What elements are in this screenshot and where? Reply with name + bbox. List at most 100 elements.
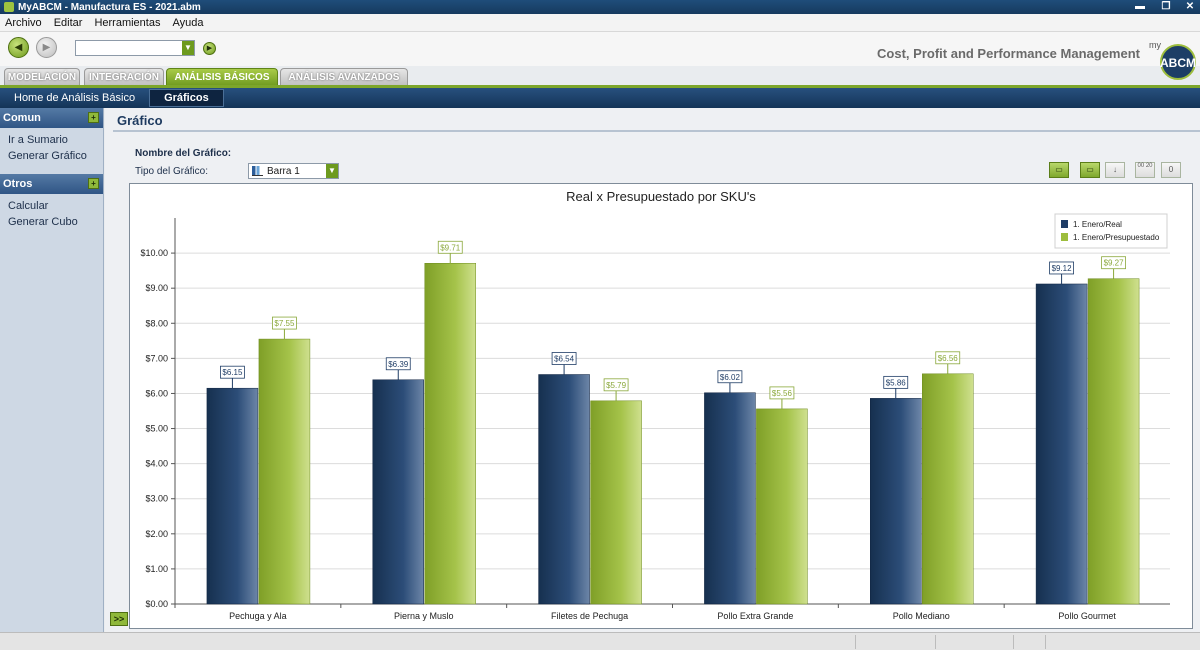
bar-real bbox=[372, 379, 424, 605]
tab-analisis-avanzados[interactable]: ANÁLISIS AVANZADOS bbox=[280, 68, 408, 86]
sidebar-link-ir-a-sumario[interactable]: Ir a Sumario bbox=[8, 134, 68, 146]
bar-presupuestado bbox=[258, 338, 311, 605]
zero-button[interactable]: 0 bbox=[1161, 162, 1181, 178]
decimals-button[interactable]: 00 20 bbox=[1135, 162, 1155, 178]
data-label-box bbox=[220, 365, 245, 379]
tab-underline bbox=[0, 85, 1200, 88]
sidebar-link-generar-grafico[interactable]: Generar Gráfico bbox=[8, 150, 87, 162]
subnav-home-analisis[interactable]: Home de Análisis Básico bbox=[14, 92, 136, 104]
window-title: MyABCM - Manufactura ES - 2021.abm bbox=[18, 1, 201, 13]
y-tick-label: $5.00 bbox=[145, 424, 168, 434]
bar-real bbox=[704, 392, 756, 605]
y-tick-label: $10.00 bbox=[140, 248, 168, 258]
legend-label: 1. Enero/Real bbox=[1073, 220, 1122, 229]
sidebar: Comun + Ir a Sumario Generar Gráfico Otr… bbox=[0, 108, 104, 632]
data-label: $6.56 bbox=[938, 354, 959, 363]
view-table-button[interactable]: ▭ bbox=[1080, 162, 1100, 178]
menu-archivo[interactable]: Archivo bbox=[5, 16, 42, 29]
sidebar-section-comun[interactable]: Comun + bbox=[0, 108, 103, 128]
data-label: $6.15 bbox=[222, 368, 243, 377]
legend-swatch bbox=[1061, 233, 1068, 241]
bar-real bbox=[538, 374, 590, 605]
expand-icon[interactable]: + bbox=[88, 112, 99, 123]
status-cell bbox=[935, 635, 936, 649]
restore-icon[interactable]: ❐ bbox=[1161, 1, 1171, 12]
y-tick-label: $1.00 bbox=[145, 564, 168, 574]
chevron-down-icon[interactable]: ▼ bbox=[182, 41, 194, 55]
data-label-box bbox=[385, 357, 411, 371]
subnav-graficos[interactable]: Gráficos bbox=[149, 89, 224, 107]
sidebar-link-generar-cubo[interactable]: Generar Cubo bbox=[8, 216, 78, 228]
bar-presupuestado bbox=[590, 400, 642, 605]
y-tick-label: $4.00 bbox=[145, 459, 168, 469]
bar-real bbox=[1035, 283, 1088, 605]
chart-type-select[interactable]: Barra 1 ▼ bbox=[248, 163, 339, 179]
data-label-box bbox=[717, 370, 743, 384]
product-tagline: Cost, Profit and Performance Management bbox=[877, 46, 1140, 61]
y-tick-label: $6.00 bbox=[145, 388, 168, 398]
page-title: Gráfico bbox=[117, 113, 163, 128]
chevron-down-icon[interactable]: ▼ bbox=[326, 164, 338, 178]
bar-presupuestado bbox=[424, 263, 476, 605]
x-tick-label: Pollo Mediano bbox=[893, 611, 950, 621]
view-chart-button[interactable]: ▭ bbox=[1049, 162, 1069, 178]
back-arrow-icon[interactable]: ◀ bbox=[8, 37, 29, 58]
data-label-box bbox=[1049, 261, 1074, 275]
data-label-box bbox=[551, 352, 577, 365]
bar-presupuestado bbox=[756, 408, 808, 605]
sidebar-link-calcular[interactable]: Calcular bbox=[8, 200, 49, 212]
title-divider bbox=[113, 130, 1200, 132]
data-label: $5.56 bbox=[772, 389, 793, 398]
bar-real bbox=[870, 398, 922, 605]
bar-chart: Real x Presupuestado por SKU's $0.00 $1.00… bbox=[140, 189, 1170, 621]
chart-type-label: Tipo del Gráfico: bbox=[135, 166, 208, 177]
minimize-icon[interactable]: ▬ bbox=[1135, 1, 1145, 12]
status-cell bbox=[1045, 635, 1046, 649]
expand-panel-button[interactable]: >> bbox=[110, 612, 128, 626]
app-icon bbox=[4, 2, 14, 12]
data-label: $9.27 bbox=[1104, 259, 1125, 268]
bar-chart-icon bbox=[252, 166, 263, 176]
sidebar-section-otros[interactable]: Otros + bbox=[0, 174, 103, 194]
data-label-box bbox=[437, 240, 463, 254]
legend-swatch bbox=[1061, 220, 1068, 228]
data-label-box bbox=[769, 386, 795, 400]
title-bar: MyABCM - Manufactura ES - 2021.abm ▬ ❐ ✕ bbox=[0, 0, 1200, 14]
data-label-box bbox=[935, 351, 961, 365]
data-label-box bbox=[272, 316, 297, 330]
menu-ayuda[interactable]: Ayuda bbox=[172, 16, 204, 29]
myabcm-logo: my ABCM bbox=[1149, 40, 1196, 80]
tab-modelacion[interactable]: MODELACIÓN bbox=[4, 68, 80, 86]
status-bar bbox=[0, 632, 1200, 650]
go-icon[interactable]: ▶ bbox=[203, 42, 216, 55]
data-label: $9.12 bbox=[1052, 264, 1073, 273]
sort-button[interactable]: ↓ bbox=[1105, 162, 1125, 178]
status-cell bbox=[855, 635, 856, 649]
toolbar: ◀ ▶ ▼ ▶ Cost, Profit and Performance Man… bbox=[0, 32, 1200, 66]
module-tabs: MODELACIÓN INTEGRACIÓN ANÁLISIS BÁSICOS … bbox=[0, 66, 1200, 86]
x-tick-label: Pierna y Muslo bbox=[394, 611, 454, 621]
x-tick-label: Filetes de Pechuga bbox=[551, 611, 628, 621]
menu-herramientas[interactable]: Herramientas bbox=[94, 16, 161, 29]
forward-arrow-icon[interactable]: ▶ bbox=[36, 37, 57, 58]
svg-text:ABCM: ABCM bbox=[1160, 56, 1196, 70]
y-tick-label: $0.00 bbox=[145, 599, 168, 609]
data-label: $7.55 bbox=[274, 319, 295, 328]
sub-navigation: Home de Análisis Básico Gráficos bbox=[0, 88, 1200, 108]
chart-type-value: Barra 1 bbox=[267, 165, 300, 177]
y-tick-label: $3.00 bbox=[145, 494, 168, 504]
data-label-box bbox=[1101, 256, 1126, 270]
close-icon[interactable]: ✕ bbox=[1185, 1, 1195, 12]
expand-icon[interactable]: + bbox=[88, 178, 99, 189]
menu-editar[interactable]: Editar bbox=[53, 16, 83, 29]
status-cell bbox=[1013, 635, 1014, 649]
data-label-box bbox=[883, 375, 909, 389]
data-label: $6.54 bbox=[554, 355, 575, 364]
bar-presupuestado bbox=[1087, 278, 1140, 605]
data-label: $6.39 bbox=[388, 360, 409, 369]
navigation-combo[interactable]: ▼ bbox=[75, 40, 195, 56]
tab-analisis-basicos[interactable]: ANÁLISIS BÁSICOS bbox=[166, 68, 278, 86]
main-panel: Gráfico Nombre del Gráfico: Tipo del Grá… bbox=[105, 108, 1200, 632]
menu-bar: Archivo Editar Herramientas Ayuda bbox=[0, 14, 1200, 32]
tab-integracion[interactable]: INTEGRACIÓN bbox=[84, 68, 164, 86]
